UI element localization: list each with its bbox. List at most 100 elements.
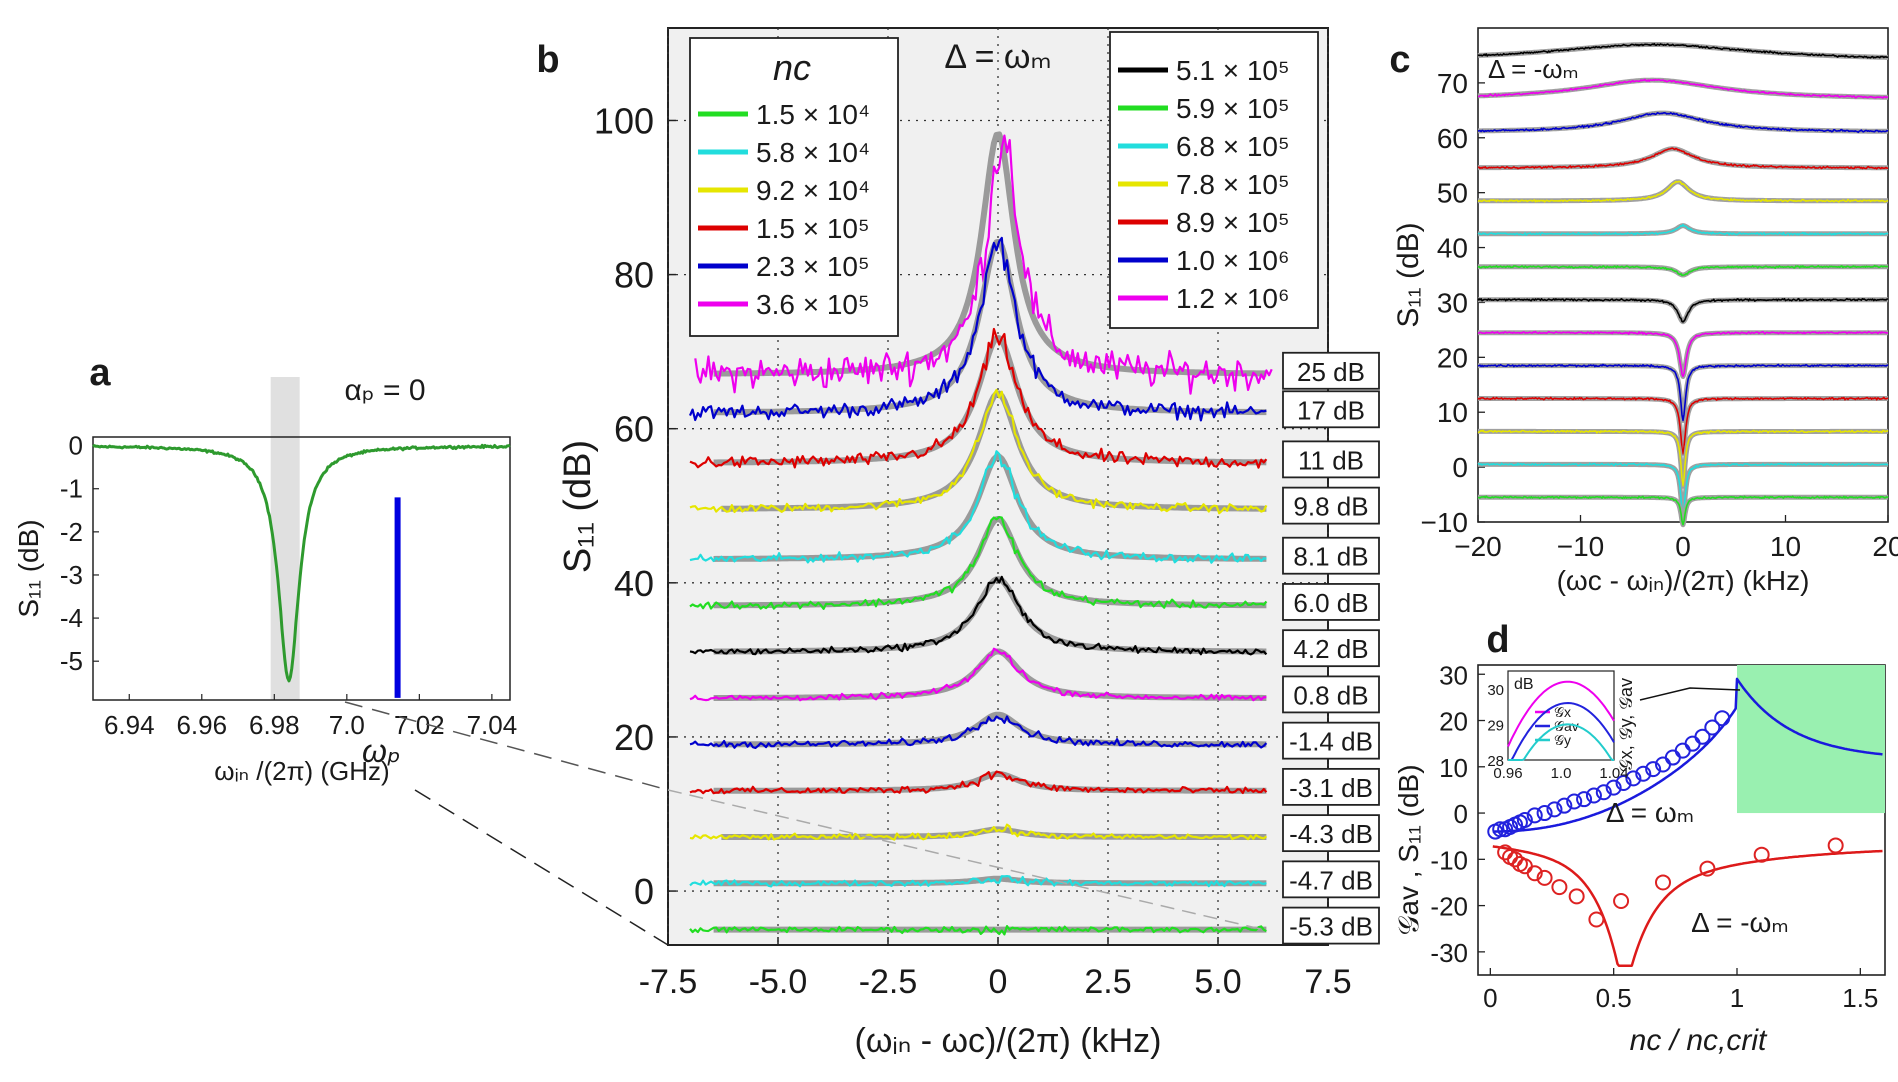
gain-label: -3.1 dB xyxy=(1289,773,1373,803)
y-tick-label: 10 xyxy=(1439,753,1468,783)
y-tick-label: 60 xyxy=(614,409,654,450)
inset-x-tick-label: 0.96 xyxy=(1493,765,1522,782)
gain-label: 17 dB xyxy=(1297,395,1365,425)
gain-label: 8.1 dB xyxy=(1293,542,1368,572)
x-tick-label: 6.94 xyxy=(104,710,155,740)
gain-box xyxy=(1282,906,1380,945)
data-point-1 xyxy=(1827,837,1844,854)
series-line-9 xyxy=(1477,363,1889,422)
inset-y-tick-label: 30 xyxy=(1487,682,1504,699)
gain-box xyxy=(1282,536,1380,575)
series-line-0 xyxy=(1477,42,1889,59)
data-point-0 xyxy=(1516,812,1533,828)
legend-label: 1.5 × 10⁵ xyxy=(756,213,870,244)
y-tick-label: 30 xyxy=(1437,287,1468,318)
inset-x-tick-label: 1.0 xyxy=(1551,765,1572,782)
data-point-1 xyxy=(1536,869,1553,886)
theory-line-cooling xyxy=(1492,845,1883,967)
y-tick-label: -30 xyxy=(1430,938,1468,968)
data-point-0 xyxy=(1546,801,1563,818)
y-tick-label: -2 xyxy=(60,517,83,547)
data-point-1 xyxy=(1613,892,1630,909)
panel-label: d xyxy=(1486,619,1509,661)
x-tick-label: 1.5 xyxy=(1842,983,1878,1013)
inset-unit: dB xyxy=(1514,676,1534,693)
x-tick-label: 7.0 xyxy=(329,710,365,740)
panel-a: a αₚ = 0 6.94 6.96 6.98 7.0 7.02 7.04 0 -1 -2 -3 -4 -… xyxy=(13,352,517,786)
gain-box xyxy=(1282,767,1380,806)
series-line-9 xyxy=(689,770,1268,795)
inset-x-tick-label: 1.04 xyxy=(1599,765,1628,782)
gain-box xyxy=(1282,860,1380,899)
y-tick-label: 60 xyxy=(1437,123,1468,154)
legend-label: 5.8 × 10⁴ xyxy=(756,137,870,168)
gain-label: -4.3 dB xyxy=(1289,819,1373,849)
y-tick-label: 20 xyxy=(614,717,654,758)
y-axis-label: S₁₁ (dB) xyxy=(557,440,599,573)
series-line-6 xyxy=(1477,264,1888,277)
series-line-12 xyxy=(689,925,1267,936)
x-tick-label: 2.5 xyxy=(1084,963,1131,1001)
x-tick-label: -5.0 xyxy=(749,963,808,1001)
data-point-0 xyxy=(1605,779,1622,796)
gain-label: 6.0 dB xyxy=(1293,588,1368,618)
y-axis-label: S₁₁ (dB) xyxy=(1392,222,1425,327)
x-tick-label: 7.02 xyxy=(394,710,445,740)
data-point-0 xyxy=(1576,791,1593,808)
panel-label: a xyxy=(89,352,111,394)
inset-y-tick-label: 28 xyxy=(1487,753,1504,770)
pump-label: ωₚ xyxy=(362,733,401,769)
data-point-1 xyxy=(1699,860,1716,877)
legend-label: 7.8 × 10⁵ xyxy=(1176,169,1290,200)
data-point-0 xyxy=(1492,821,1509,838)
x-tick-label: −20 xyxy=(1454,531,1502,562)
series-line-1 xyxy=(688,236,1267,422)
x-tick-label: 0 xyxy=(989,963,1008,1001)
series-line-13 xyxy=(1477,495,1889,526)
data-point-0 xyxy=(1536,805,1553,822)
x-tick-label: 20 xyxy=(1872,531,1898,562)
data-point-0 xyxy=(1585,787,1602,804)
gain-box xyxy=(1282,583,1380,621)
gain-label: 11 dB xyxy=(1298,445,1364,475)
x-tick-label: 10 xyxy=(1770,531,1801,562)
series-line-7 xyxy=(1477,297,1889,323)
x-tick-label: 6.98 xyxy=(249,710,300,740)
x-axis-label: ωᵢₙ /(2π) (GHz) xyxy=(214,756,389,786)
panel-label: b xyxy=(536,39,559,81)
data-point-0 xyxy=(1704,719,1721,736)
legend-title: nᴄ xyxy=(773,47,811,88)
inset-curve-0 xyxy=(1507,680,1615,748)
series-line-2 xyxy=(689,327,1268,469)
data-point-0 xyxy=(1694,728,1711,745)
series-line-6 xyxy=(689,575,1268,656)
gain-label: -4.7 dB xyxy=(1289,865,1373,895)
data-point-1 xyxy=(1568,888,1585,905)
x-tick-label: 5.0 xyxy=(1194,963,1241,1001)
y-tick-label: -4 xyxy=(60,603,83,633)
x-tick-label: −10 xyxy=(1557,531,1605,562)
data-point-1 xyxy=(1526,865,1543,882)
inset-axis-label: 𝒢x, 𝒢y, 𝒢av xyxy=(1616,678,1636,772)
legend-label: 3.6 × 10⁵ xyxy=(756,289,870,320)
data-point-0 xyxy=(1615,774,1632,791)
gain-label: 25 dB xyxy=(1297,357,1365,387)
gain-box xyxy=(1282,721,1380,760)
legend-right-box xyxy=(1109,31,1319,329)
series-line-4 xyxy=(689,450,1267,564)
legend-label: 2.3 × 10⁵ xyxy=(756,251,870,282)
series-line-s11 xyxy=(92,443,511,683)
panel-d: d 0 0.5 1 1.5 -30 -20 -10 0 10 20 30 Δ = ωₘ Δ = -ωₘ nᴄ… xyxy=(1393,619,1886,1057)
data-point-0 xyxy=(1714,710,1731,727)
x-axis-label: (ωᵢₙ - ωᴄ)/(2π) (kHz) xyxy=(855,1022,1162,1060)
x-tick-label: 7.5 xyxy=(1304,963,1351,1001)
zoom-lines xyxy=(344,701,669,946)
data-point-1 xyxy=(1551,879,1568,896)
legend-label: 8.9 × 10⁵ xyxy=(1176,207,1290,238)
data-point-1 xyxy=(1655,874,1671,891)
series-line-3 xyxy=(689,388,1268,515)
y-tick-label: 80 xyxy=(614,255,654,296)
gain-box xyxy=(1282,390,1380,429)
